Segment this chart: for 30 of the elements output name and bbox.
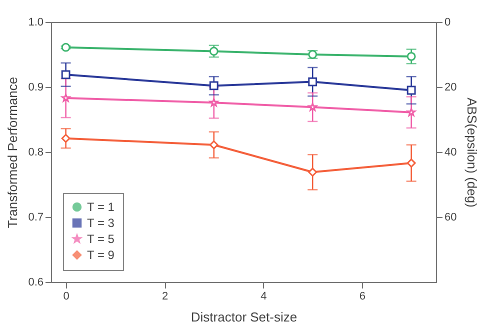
legend-label: T = 9 (87, 248, 115, 262)
point (308, 168, 318, 177)
point (406, 52, 416, 61)
point (406, 86, 416, 95)
y-tick-label: 1.0 (28, 16, 44, 28)
y-tick-label: 0.7 (28, 212, 44, 224)
point (209, 81, 218, 90)
x-tick-label: 0 (63, 290, 70, 302)
y2-tick-label: 20 (444, 82, 457, 94)
y2-tick-label: 40 (444, 146, 457, 158)
point (61, 70, 70, 80)
x-tick-label: 4 (260, 290, 267, 302)
y2-axis-title: ABS(epsilon) (deg) (464, 98, 480, 208)
y-tick-label: 0.8 (28, 146, 44, 158)
y-tick-label: 0.6 (28, 276, 44, 288)
x-axis-title: Distractor Set-size (190, 310, 298, 324)
y-axis-title: Transformed Performance (5, 76, 20, 228)
point (406, 158, 416, 168)
point (308, 77, 318, 86)
legend-label: T = 5 (87, 232, 115, 246)
y-tick-label: 0.9 (28, 82, 44, 94)
y2-tick-label: 60 (444, 212, 457, 224)
point (209, 140, 218, 150)
y2-tick-label: 0 (444, 16, 451, 28)
legend-label: T = 3 (87, 216, 115, 230)
legend-label: T = 1 (87, 200, 115, 214)
point (61, 134, 70, 143)
x-tick-label: 6 (359, 290, 366, 302)
point (61, 42, 70, 52)
x-tick-label: 2 (162, 290, 168, 302)
